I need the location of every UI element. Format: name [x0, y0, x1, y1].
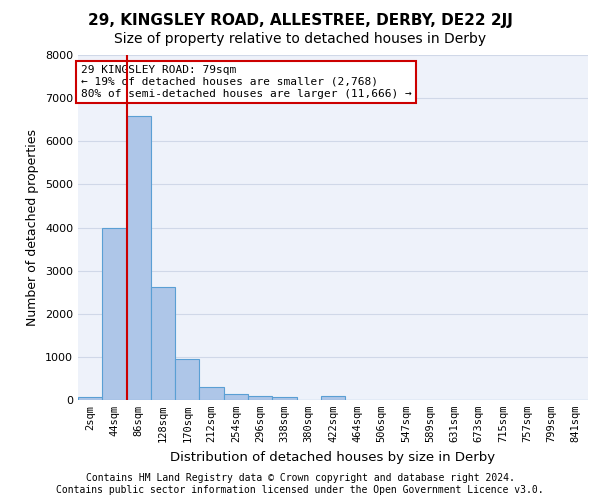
Bar — [151, 287, 175, 400]
Bar — [272, 396, 296, 400]
Bar — [175, 358, 199, 400]
X-axis label: Distribution of detached houses by size in Derby: Distribution of detached houses by size … — [170, 450, 496, 464]
Bar — [102, 228, 127, 400]
Bar — [78, 396, 102, 400]
Bar — [199, 386, 224, 400]
Text: Size of property relative to detached houses in Derby: Size of property relative to detached ho… — [114, 32, 486, 46]
Text: 29 KINGSLEY ROAD: 79sqm
← 19% of detached houses are smaller (2,768)
80% of semi: 29 KINGSLEY ROAD: 79sqm ← 19% of detache… — [80, 66, 412, 98]
Text: Contains HM Land Registry data © Crown copyright and database right 2024.
Contai: Contains HM Land Registry data © Crown c… — [56, 474, 544, 495]
Bar — [248, 396, 272, 400]
Bar — [224, 394, 248, 400]
Bar — [127, 116, 151, 400]
Y-axis label: Number of detached properties: Number of detached properties — [26, 129, 40, 326]
Text: 29, KINGSLEY ROAD, ALLESTREE, DERBY, DE22 2JJ: 29, KINGSLEY ROAD, ALLESTREE, DERBY, DE2… — [88, 12, 512, 28]
Bar — [321, 396, 345, 400]
